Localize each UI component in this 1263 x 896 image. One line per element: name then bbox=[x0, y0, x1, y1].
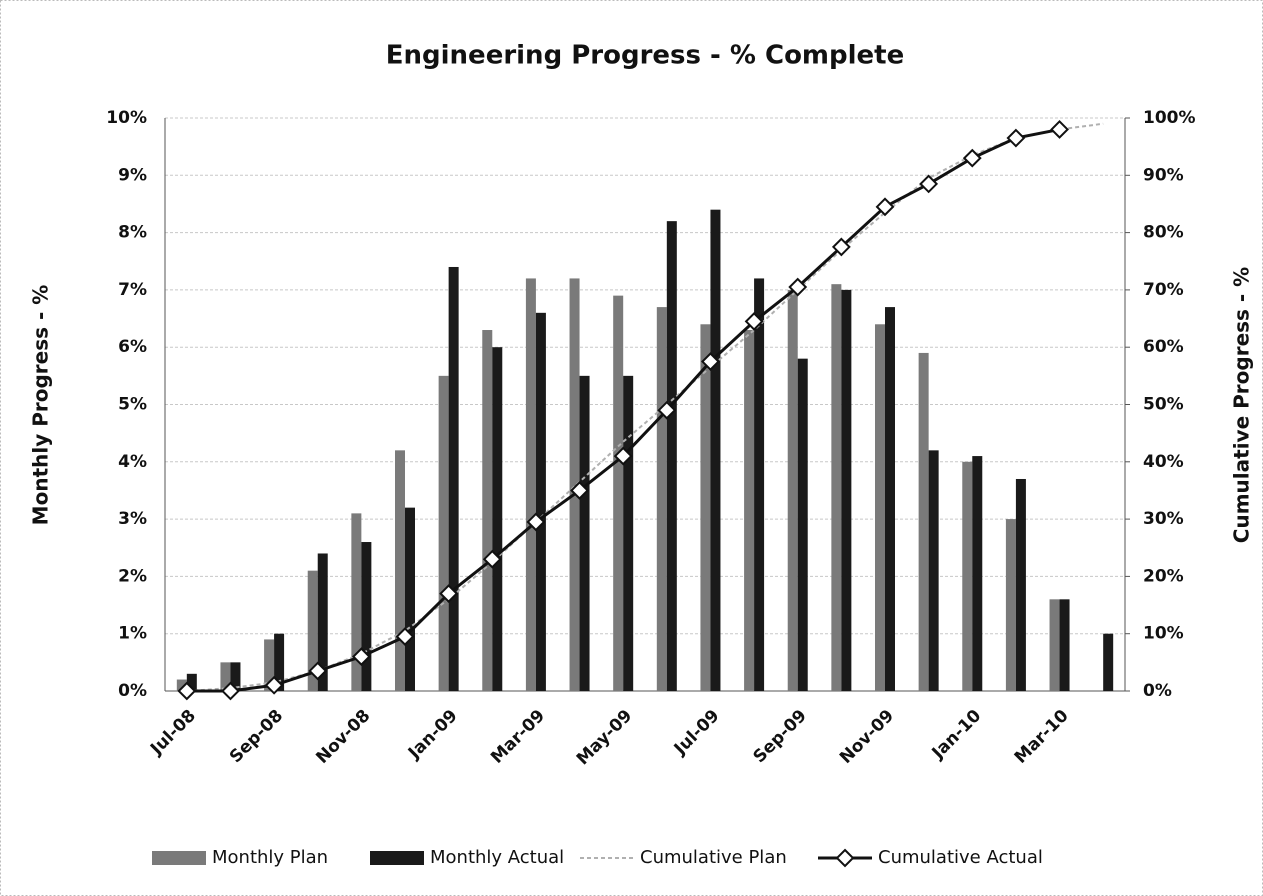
y2-tick-label: 30% bbox=[1143, 509, 1184, 529]
y-tick-label: 9% bbox=[118, 165, 147, 185]
y-tick-label: 1% bbox=[118, 624, 147, 644]
y-tick-label: 0% bbox=[118, 681, 147, 701]
bar bbox=[264, 639, 275, 691]
y-tick-label: 2% bbox=[118, 566, 147, 586]
legend-marker bbox=[835, 848, 855, 868]
chart-title: Engineering Progress - % Complete bbox=[386, 41, 905, 71]
bar bbox=[1103, 633, 1114, 691]
bar bbox=[579, 375, 590, 691]
y2-tick-label: 80% bbox=[1143, 223, 1184, 243]
bar bbox=[787, 289, 798, 691]
bar bbox=[438, 375, 449, 691]
bar bbox=[1005, 519, 1016, 691]
y-tick-label: 8% bbox=[118, 223, 147, 243]
bar bbox=[405, 507, 415, 691]
y2-tick-label: 60% bbox=[1143, 337, 1184, 357]
bar bbox=[535, 312, 546, 691]
bar bbox=[176, 679, 187, 691]
bar bbox=[841, 289, 852, 691]
bar bbox=[754, 278, 765, 691]
marker bbox=[308, 661, 328, 681]
marker bbox=[613, 446, 633, 466]
bar bbox=[492, 347, 503, 691]
bar bbox=[885, 307, 895, 691]
bar bbox=[361, 542, 372, 691]
bar bbox=[317, 553, 328, 691]
marker bbox=[439, 584, 459, 604]
bar bbox=[928, 450, 939, 691]
y-axis-title: Monthly Progress - % bbox=[29, 285, 53, 526]
bar bbox=[613, 295, 624, 691]
marker bbox=[744, 312, 764, 331]
y2-tick-label: 0% bbox=[1143, 681, 1172, 701]
bar bbox=[972, 456, 983, 691]
bar bbox=[230, 662, 241, 691]
marker bbox=[221, 681, 240, 701]
bar bbox=[918, 352, 929, 691]
bar bbox=[482, 330, 493, 691]
marker bbox=[875, 197, 895, 217]
bar bbox=[1049, 599, 1060, 691]
bar bbox=[656, 307, 667, 691]
marker bbox=[1006, 128, 1026, 148]
marker bbox=[570, 481, 589, 500]
bar bbox=[962, 461, 973, 691]
marker bbox=[482, 549, 502, 569]
bar bbox=[831, 284, 842, 691]
legend-label: Monthly Actual bbox=[430, 847, 564, 868]
bar bbox=[710, 209, 721, 691]
bar bbox=[875, 324, 885, 691]
bar bbox=[274, 633, 285, 691]
legend-label: Monthly Plan bbox=[212, 847, 328, 868]
marker bbox=[788, 277, 808, 297]
y2-tick-label: 10% bbox=[1143, 624, 1184, 644]
bar bbox=[186, 673, 197, 691]
y-tick-label: 5% bbox=[118, 395, 147, 415]
marker bbox=[351, 647, 371, 667]
y-tick-label: 6% bbox=[118, 337, 147, 357]
y2-tick-label: 20% bbox=[1143, 566, 1184, 586]
bar bbox=[1059, 599, 1070, 691]
marker bbox=[831, 237, 851, 257]
bar bbox=[623, 375, 634, 691]
bar bbox=[1015, 478, 1026, 691]
y2-tick-label: 70% bbox=[1143, 280, 1184, 300]
y2-tick-label: 90% bbox=[1143, 165, 1184, 185]
bar bbox=[744, 330, 755, 691]
marker bbox=[395, 627, 415, 646]
y-tick-label: 3% bbox=[118, 509, 147, 529]
bar bbox=[448, 266, 459, 691]
y-tick-label: 7% bbox=[118, 280, 147, 300]
y2-axis-title: Cumulative Progress - % bbox=[1230, 267, 1254, 543]
marker bbox=[1050, 120, 1069, 139]
marker bbox=[657, 400, 677, 420]
legend-label: Cumulative Actual bbox=[878, 847, 1043, 868]
marker bbox=[962, 148, 982, 168]
y2-tick-label: 50% bbox=[1143, 395, 1184, 415]
legend-label: Cumulative Plan bbox=[640, 847, 787, 868]
y-tick-label: 4% bbox=[118, 452, 147, 472]
bar bbox=[569, 278, 580, 691]
y-tick-label: 10% bbox=[106, 108, 147, 128]
legend-swatch bbox=[370, 851, 424, 865]
y2-tick-label: 40% bbox=[1143, 452, 1184, 472]
bar bbox=[700, 324, 711, 691]
bar bbox=[307, 570, 318, 691]
marker bbox=[919, 174, 939, 194]
bar bbox=[525, 278, 536, 691]
bar bbox=[797, 358, 808, 691]
bar bbox=[666, 221, 677, 691]
legend-swatch bbox=[152, 851, 206, 865]
bar bbox=[220, 662, 231, 691]
marker bbox=[526, 512, 546, 532]
bar bbox=[351, 513, 362, 691]
y2-tick-label: 100% bbox=[1143, 108, 1196, 128]
bar bbox=[395, 450, 405, 691]
marker bbox=[264, 675, 284, 695]
marker bbox=[701, 352, 720, 371]
marker bbox=[177, 681, 197, 701]
